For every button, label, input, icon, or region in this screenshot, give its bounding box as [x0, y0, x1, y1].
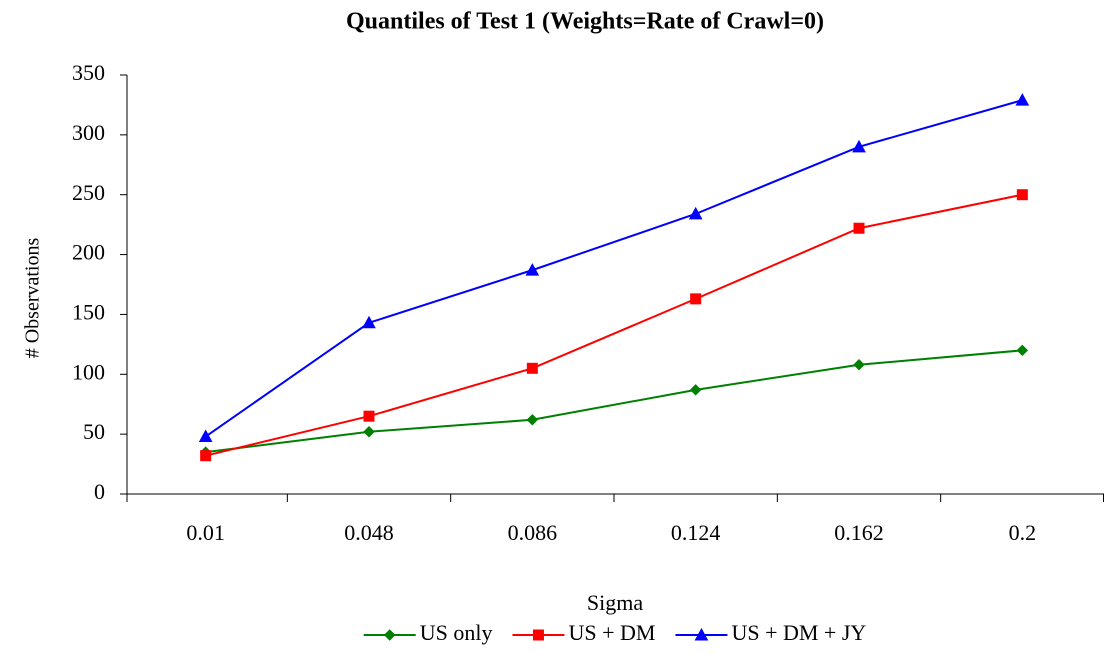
marker [1015, 93, 1030, 106]
marker [532, 629, 544, 641]
marker [363, 410, 375, 422]
legend-label: US + DM + JY [731, 620, 866, 645]
y-axis-label-group: # Observations [22, 238, 44, 359]
series-line [205, 99, 1023, 438]
y-tick-label: 0 [94, 479, 105, 504]
y-tick-label: 200 [72, 240, 105, 265]
y-tick-label: 50 [83, 419, 105, 444]
marker [853, 222, 865, 234]
marker [384, 629, 396, 641]
marker [526, 414, 539, 426]
marker [1016, 344, 1029, 357]
x-tick-label: 0.01 [186, 520, 225, 545]
marker [1016, 189, 1028, 201]
y-tick-label: 250 [72, 180, 105, 205]
marker [525, 263, 540, 276]
marker [690, 293, 702, 305]
series-line [205, 349, 1023, 454]
x-tick-label: 0.124 [671, 520, 721, 545]
y-tick-label: 350 [72, 60, 105, 85]
chart-title: Quantiles of Test 1 (Weights=Rate of Cra… [346, 9, 824, 35]
marker [363, 426, 375, 438]
marker [689, 384, 702, 396]
y-tick-label: 150 [72, 299, 105, 324]
x-tick-label: 0.086 [508, 520, 558, 545]
marker [853, 359, 865, 371]
y-axis-label: # Observations [22, 238, 44, 359]
legend: US only US + DM US + DM + JY [363, 620, 866, 645]
x-tick-label: 0.162 [834, 520, 884, 545]
y-tick-label: 300 [72, 120, 105, 145]
marker [694, 627, 709, 641]
marker [688, 206, 703, 220]
marker [526, 362, 538, 374]
series-line [205, 193, 1023, 457]
x-axis-label: Sigma [587, 590, 643, 615]
legend-label: US + DM [568, 620, 655, 645]
marker [852, 139, 866, 153]
x-tick-label: 0.2 [1009, 520, 1037, 545]
marker [362, 315, 376, 329]
marker [198, 429, 213, 443]
x-tick-label: 0.048 [344, 520, 394, 545]
y-tick-label: 100 [72, 359, 105, 384]
legend-label: US only [420, 620, 493, 645]
marker [200, 450, 212, 462]
